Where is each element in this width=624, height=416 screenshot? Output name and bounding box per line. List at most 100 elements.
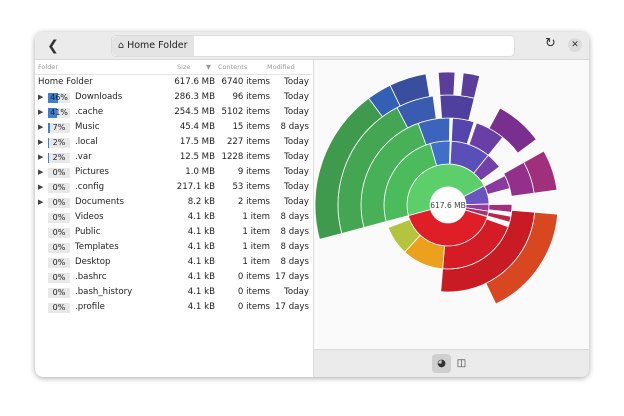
close-button[interactable]: ✕ bbox=[568, 38, 582, 52]
root-row[interactable]: Home Folder 617.6 MB 6740 items Today bbox=[38, 77, 309, 87]
folder-size: 4.1 kB bbox=[187, 257, 215, 267]
column-size[interactable]: Size bbox=[177, 63, 191, 71]
expander-icon[interactable]: ▶ bbox=[38, 123, 44, 131]
percent-bar: 0% bbox=[48, 288, 70, 298]
expander-icon[interactable]: ▶ bbox=[38, 198, 44, 206]
percent-bar: 0% bbox=[48, 183, 70, 193]
folder-contents: 53 items bbox=[232, 182, 270, 192]
chart-pane: 617.6 MB bbox=[313, 60, 589, 349]
chart-view-icon: ◕ bbox=[437, 358, 446, 369]
folder-modified: Today bbox=[284, 182, 309, 192]
percent-bar: 2% bbox=[48, 138, 70, 148]
sunburst-segment[interactable] bbox=[389, 73, 431, 107]
folder-contents: 0 items bbox=[237, 302, 270, 312]
sunburst-segment[interactable] bbox=[468, 122, 504, 156]
folder-size: 17.5 MB bbox=[179, 137, 215, 147]
folder-contents: 15 items bbox=[232, 122, 270, 132]
table-row[interactable]: ▶ 46% Downloads 286.3 MB 96 items Today bbox=[35, 90, 312, 105]
folder-contents: 5102 items bbox=[221, 107, 271, 117]
table-row[interactable]: 0% Templates 4.1 kB 1 item 8 days bbox=[35, 240, 312, 255]
folder-name: .var bbox=[75, 152, 92, 162]
chart-view-button[interactable]: ◕ bbox=[432, 354, 451, 373]
back-button[interactable]: ❮ bbox=[43, 36, 63, 56]
table-row[interactable]: 0% Desktop 4.1 kB 1 item 8 days bbox=[35, 255, 312, 270]
folder-contents: 1 item bbox=[242, 242, 270, 252]
folder-name: Videos bbox=[75, 212, 104, 222]
folder-modified: 17 days bbox=[275, 272, 309, 282]
view-switcher: ◕ ◫ bbox=[313, 349, 589, 377]
folder-contents: 9 items bbox=[237, 167, 270, 177]
percent-bar: 2% bbox=[48, 153, 70, 163]
percent-bar: 0% bbox=[48, 228, 70, 238]
table-row[interactable]: ▶ 0% Documents 8.2 kB 2 items Today bbox=[35, 195, 312, 210]
folder-size: 4.1 kB bbox=[187, 227, 215, 237]
folder-name: .profile bbox=[75, 302, 105, 312]
sunburst-segment[interactable] bbox=[473, 154, 500, 182]
expander-icon[interactable]: ▶ bbox=[38, 168, 44, 176]
header-bar: ❮ ⌂ Home Folder ↻ ✕ bbox=[35, 32, 589, 60]
percent-bar: 0% bbox=[48, 168, 70, 178]
expander-icon[interactable]: ▶ bbox=[38, 183, 44, 191]
sort-down-icon: ▼ bbox=[206, 63, 211, 71]
folder-size: 4.1 kB bbox=[187, 242, 215, 252]
percent-bar: 0% bbox=[48, 213, 70, 223]
treemap-view-button[interactable]: ◫ bbox=[452, 354, 471, 373]
folder-modified: 8 days bbox=[280, 122, 309, 132]
column-folder[interactable]: Folder bbox=[38, 63, 59, 71]
reload-icon: ↻ bbox=[545, 36, 556, 51]
table-row[interactable]: 0% .bash_history 4.1 kB 0 items Today bbox=[35, 285, 312, 300]
folder-modified: 8 days bbox=[280, 212, 309, 222]
sunburst-segment[interactable] bbox=[437, 71, 456, 96]
sunburst-segment[interactable] bbox=[488, 203, 513, 213]
folder-size: 217.1 kB bbox=[176, 182, 215, 192]
sunburst-center[interactable] bbox=[431, 188, 465, 222]
total-size-label: 617.6 MB bbox=[430, 201, 465, 210]
percent-bar: 46% bbox=[48, 93, 70, 103]
folder-contents: 1 item bbox=[242, 212, 270, 222]
table-row[interactable]: 0% .bashrc 4.1 kB 0 items 17 days bbox=[35, 270, 312, 285]
sunburst-segment[interactable] bbox=[488, 107, 537, 154]
folder-size: 254.5 MB bbox=[174, 107, 215, 117]
table-row[interactable]: ▶ 2% .var 12.5 MB 1228 items Today bbox=[35, 150, 312, 165]
sunburst-segment[interactable] bbox=[460, 72, 481, 99]
sunburst-segment[interactable] bbox=[387, 219, 421, 253]
location-bar[interactable]: ⌂ Home Folder bbox=[111, 35, 515, 57]
treemap-view-icon: ◫ bbox=[456, 358, 467, 369]
table-row[interactable]: 0% .profile 4.1 kB 0 items 17 days bbox=[35, 300, 312, 315]
percent-bar: 41% bbox=[48, 108, 70, 118]
column-modified[interactable]: Modified bbox=[267, 63, 295, 71]
folder-size: 12.5 MB bbox=[179, 152, 215, 162]
column-contents[interactable]: Contents bbox=[218, 63, 248, 71]
sunburst-segment[interactable] bbox=[523, 150, 558, 194]
breadcrumb-home[interactable]: ⌂ Home Folder bbox=[112, 36, 194, 56]
table-row[interactable]: ▶ 0% .config 217.1 kB 53 items Today bbox=[35, 180, 312, 195]
folder-contents: 1 item bbox=[242, 227, 270, 237]
folder-modified: 8 days bbox=[280, 227, 309, 237]
table-row[interactable]: ▶ 41% .cache 254.5 MB 5102 items Today bbox=[35, 105, 312, 120]
folder-name: Music bbox=[75, 122, 100, 132]
sunburst-chart[interactable]: 617.6 MB bbox=[314, 60, 589, 349]
table-row[interactable]: 0% Videos 4.1 kB 1 item 8 days bbox=[35, 210, 312, 225]
percent-bar: 0% bbox=[48, 243, 70, 253]
expander-icon[interactable]: ▶ bbox=[38, 93, 44, 101]
sunburst-segment[interactable] bbox=[485, 211, 559, 305]
folder-contents: 2 items bbox=[237, 197, 270, 207]
folder-modified: 17 days bbox=[275, 302, 309, 312]
sunburst-segment[interactable] bbox=[439, 94, 475, 121]
reload-button[interactable]: ↻ bbox=[545, 36, 556, 51]
expander-icon[interactable]: ▶ bbox=[38, 108, 44, 116]
table-row[interactable]: ▶ 7% Music 45.4 MB 15 items 8 days bbox=[35, 120, 312, 135]
table-row[interactable]: ▶ 2% .local 17.5 MB 227 items Today bbox=[35, 135, 312, 150]
folder-contents: 1228 items bbox=[221, 152, 271, 162]
folder-size: 1.0 MB bbox=[185, 167, 215, 177]
close-icon: ✕ bbox=[571, 40, 579, 50]
folder-name: .config bbox=[75, 182, 105, 192]
folder-modified: Today bbox=[284, 92, 309, 102]
folder-name: .bash_history bbox=[75, 287, 133, 297]
table-row[interactable]: ▶ 0% Pictures 1.0 MB 9 items Today bbox=[35, 165, 312, 180]
folder-list: Folder Size ▼ Contents Modified Home Fol… bbox=[35, 60, 312, 377]
expander-icon[interactable]: ▶ bbox=[38, 138, 44, 146]
expander-icon[interactable]: ▶ bbox=[38, 153, 44, 161]
folder-size: 286.3 MB bbox=[174, 92, 215, 102]
table-row[interactable]: 0% Public 4.1 kB 1 item 8 days bbox=[35, 225, 312, 240]
